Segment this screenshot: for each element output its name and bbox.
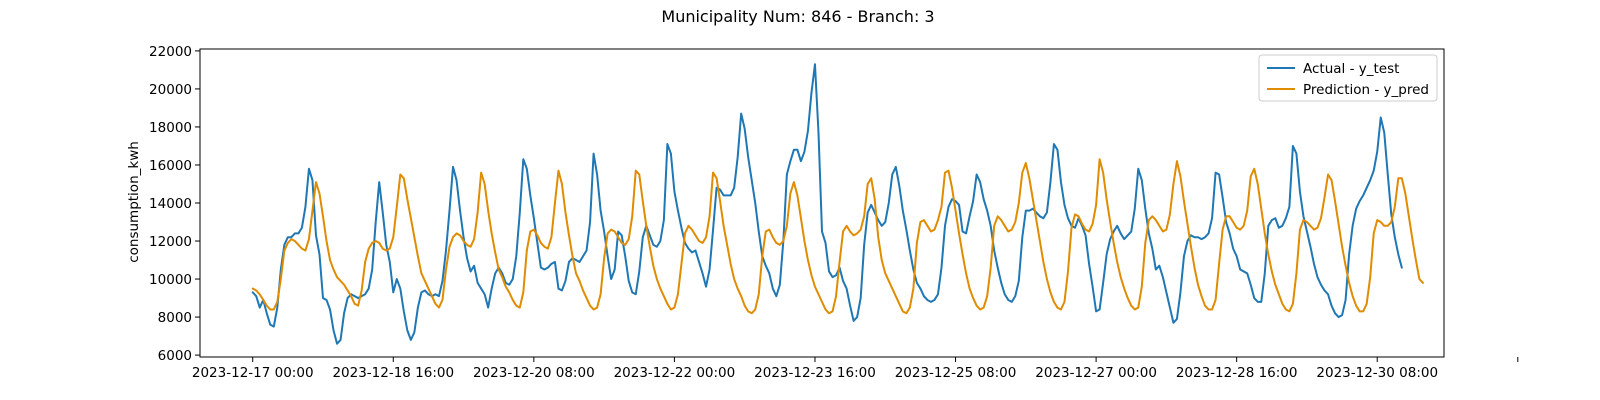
y-tick-label: 16000 <box>149 158 192 174</box>
plot-frame <box>199 48 1445 358</box>
legend: Actual - y_test Prediction - y_pred <box>1258 54 1438 102</box>
x-tick-label: 2023-12-27 00:00 <box>1035 365 1157 381</box>
y-tick-label: 20000 <box>149 82 192 98</box>
legend-entry: Actual - y_test <box>1303 61 1399 77</box>
x-tick-label: 2023-12-20 08:00 <box>473 365 595 381</box>
x-tick-label: 2023-12-22 00:00 <box>614 365 736 381</box>
legend-box <box>1258 54 1438 102</box>
x-tick-label: 2023-12-18 16:00 <box>332 365 454 381</box>
x-tick-label: 2023-12-28 16:00 <box>1176 365 1298 381</box>
y-tick-label: 6000 <box>158 348 192 364</box>
y-tick-label: 8000 <box>158 310 192 326</box>
x-tick-label: 2023-12-23 16:00 <box>754 365 876 381</box>
x-tick-label: 2023-12-30 08:00 <box>1316 365 1438 381</box>
x-tick-label: 2023-12-17 00:00 <box>192 365 314 381</box>
y-tick-label: 18000 <box>149 120 192 136</box>
series-line-prediction <box>251 158 1424 315</box>
y-axis-label: consumption_kwh <box>126 141 142 263</box>
axes-layer: 6000 8000 10000 12000 14000 16000 18000 20000 22… <box>149 44 1519 381</box>
legend-entry: Prediction - y_pred <box>1303 82 1429 98</box>
y-tick-label: 10000 <box>149 272 192 288</box>
series-layer <box>251 63 1424 345</box>
chart-title: Municipality Num: 846 - Branch: 3 <box>661 7 934 26</box>
y-tick-label: 22000 <box>149 44 192 60</box>
y-tick-label: 14000 <box>149 196 192 212</box>
x-tick-label: 2023-12-25 08:00 <box>895 365 1017 381</box>
series-line-actual <box>251 63 1403 345</box>
y-tick-label: 12000 <box>149 234 192 250</box>
